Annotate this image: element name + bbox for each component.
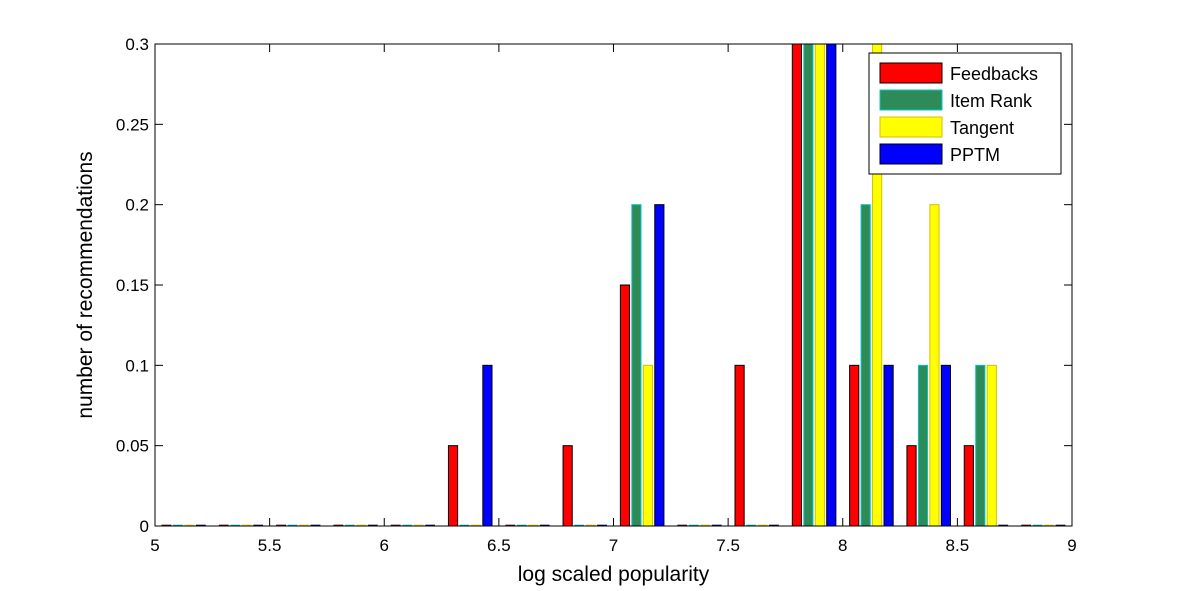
bar-item-rank-bin-11 <box>803 43 814 527</box>
bar-feedbacks-bin-12 <box>849 364 860 527</box>
legend-label-item-rank: Item Rank <box>950 91 1033 111</box>
bar-item-rank-bin-12 <box>860 204 871 527</box>
legend-swatch-pptm <box>879 143 943 165</box>
y-tick-label: 0.15 <box>116 276 149 295</box>
x-tick-label: 9 <box>1067 536 1076 555</box>
bar-pptm-bin-8 <box>654 204 665 527</box>
x-tick-label: 6.5 <box>487 536 511 555</box>
bar-feedbacks-bin-13 <box>906 445 917 527</box>
x-tick-label: 5.5 <box>258 536 282 555</box>
legend-label-tangent: Tangent <box>950 118 1014 138</box>
legend-label-feedbacks: Feedbacks <box>950 64 1038 84</box>
bar-feedbacks-bin-10 <box>734 364 745 527</box>
bar-pptm-bin-13 <box>940 364 952 527</box>
bar-item-rank-bin-8 <box>631 204 642 527</box>
bar-feedbacks-bin-8 <box>619 284 631 527</box>
bar-tangent-bin-11 <box>814 43 825 527</box>
bar-item-rank-bin-14 <box>975 364 986 527</box>
y-axis-label: number of recommendations <box>74 151 97 418</box>
bar-item-rank-bin-13 <box>917 364 929 527</box>
y-tick-label: 0.3 <box>125 35 149 54</box>
x-tick-label: 8 <box>838 536 847 555</box>
legend-swatch-tangent <box>879 116 943 138</box>
axis-ticks: 5 5.5 6 6.5 7 7.5 8 8.5 9 0 0.05 0.1 0.15 0.2 0.25 0.3 <box>116 35 1077 555</box>
x-axis-label: log scaled popularity <box>518 563 710 586</box>
legend-swatch-feedbacks <box>879 62 943 84</box>
bar-feedbacks-bin-11 <box>791 43 802 527</box>
bar-tangent-bin-14 <box>986 364 997 527</box>
bar-pptm-bin-5 <box>482 364 493 527</box>
bar-feedbacks-bin-7 <box>562 445 573 527</box>
x-tick-label: 7.5 <box>716 536 740 555</box>
bar-feedbacks-bin-14 <box>963 445 974 527</box>
legend-swatch-item-rank <box>879 89 943 111</box>
y-tick-label: 0.2 <box>125 196 149 215</box>
x-tick-label: 7 <box>609 536 618 555</box>
bar-pptm-bin-11 <box>826 43 837 527</box>
bar-pptm-bin-12 <box>883 364 894 527</box>
legend: Feedbacks Item Rank Tangent PPTM <box>868 52 1062 175</box>
x-tick-label: 6 <box>380 536 389 555</box>
x-tick-label: 5 <box>150 536 159 555</box>
bar-tangent-bin-13 <box>929 204 940 527</box>
y-tick-label: 0.05 <box>116 437 149 456</box>
y-tick-label: 0.1 <box>125 356 149 375</box>
y-tick-label: 0.25 <box>116 115 149 134</box>
bar-tangent-bin-8 <box>642 364 653 527</box>
x-tick-label: 8.5 <box>946 536 970 555</box>
bar-feedbacks-bin-5 <box>447 445 459 527</box>
y-tick-label: 0 <box>140 517 149 536</box>
legend-label-pptm: PPTM <box>950 145 1000 165</box>
